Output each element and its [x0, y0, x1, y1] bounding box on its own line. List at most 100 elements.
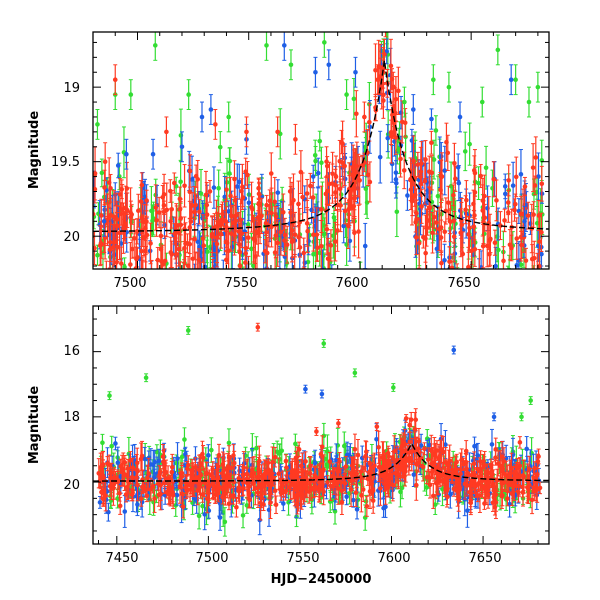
data-point-red: [176, 246, 182, 252]
top-panel: 7500 7550 7600 7650 19 19.5 20 Magnitude: [27, 31, 550, 315]
data-point-red: [418, 174, 423, 180]
data-point-red: [466, 264, 471, 269]
data-point-green: [99, 170, 105, 176]
top-data-points: [93, 32, 549, 315]
data-point-red: [354, 163, 360, 169]
data-point-blue: [281, 43, 287, 48]
data-point-red: [324, 159, 329, 164]
data-point-red: [525, 213, 531, 218]
data-point-green: [178, 179, 183, 185]
data-point-red: [201, 286, 206, 291]
data-point-red: [292, 232, 298, 237]
data-point-red: [419, 204, 424, 209]
data-point-red: [451, 218, 457, 224]
data-point-blue: [502, 191, 508, 197]
data-point-red: [438, 225, 444, 230]
data-point-red: [535, 272, 540, 277]
data-point-blue: [195, 239, 201, 245]
data-point-green: [526, 99, 532, 105]
data-point-red: [97, 243, 103, 248]
top-y-tick-label: 19.5: [51, 155, 80, 170]
top-y-tick-labels: 19 19.5 20: [51, 81, 80, 245]
data-point-green: [264, 43, 269, 48]
data-point-red: [155, 257, 161, 263]
data-point-blue: [179, 144, 185, 150]
data-point-red: [232, 232, 237, 238]
data-point-red: [272, 199, 278, 205]
top-y-tick-label: 19: [63, 81, 80, 96]
data-point-red: [249, 204, 254, 210]
data-point-green: [182, 272, 187, 277]
data-point-green: [109, 443, 114, 449]
data-point-green: [100, 440, 105, 446]
data-point-red: [243, 245, 249, 251]
top-x-tick-label: 7550: [224, 276, 257, 291]
data-point-green: [322, 40, 327, 45]
data-point-red: [453, 176, 458, 181]
data-point-red: [138, 199, 144, 204]
data-point-red: [182, 245, 187, 251]
data-point-red: [200, 236, 206, 241]
data-point-red: [463, 207, 468, 213]
data-point-red: [352, 196, 357, 201]
data-point-green: [506, 282, 511, 287]
data-point-red: [501, 258, 506, 264]
data-point-red: [506, 178, 511, 183]
data-point-green: [196, 513, 202, 519]
data-point-red: [414, 210, 419, 216]
data-point-red: [192, 209, 197, 215]
data-point-green: [216, 185, 221, 191]
data-point-red: [213, 122, 218, 127]
data-point-red: [284, 242, 290, 248]
data-point-red: [173, 251, 179, 257]
data-point-red: [134, 229, 140, 234]
data-point-blue: [310, 174, 316, 179]
data-point-blue: [277, 267, 282, 269]
data-point-red: [304, 221, 310, 226]
data-point-red: [135, 255, 140, 260]
data-point-red: [124, 186, 130, 191]
data-point-red: [153, 205, 159, 210]
data-point-blue: [454, 295, 459, 300]
data-point-blue: [493, 263, 498, 269]
data-point-green: [95, 122, 100, 127]
data-point-red: [478, 173, 484, 179]
data-point-red: [393, 96, 399, 102]
data-point-green: [122, 264, 127, 269]
data-point-red: [269, 224, 274, 230]
data-point-red: [118, 261, 124, 266]
data-point-red: [304, 191, 310, 196]
data-point-green: [244, 503, 250, 508]
data-point-red: [193, 270, 198, 275]
data-point-red: [252, 238, 258, 243]
data-point-red: [393, 135, 399, 140]
data-point-red: [398, 156, 403, 162]
data-point-green: [240, 513, 246, 518]
data-point-green: [264, 270, 269, 275]
data-point-red: [412, 193, 418, 199]
data-point-green: [152, 43, 158, 48]
data-point-red: [187, 189, 193, 195]
data-point-green: [495, 47, 501, 53]
data-point-red: [182, 271, 187, 276]
data-point-blue: [341, 223, 347, 229]
data-point-red: [164, 129, 169, 135]
data-point-red: [129, 246, 135, 252]
data-point-green: [254, 445, 259, 451]
data-point-green: [95, 252, 100, 258]
data-point-red: [115, 244, 120, 250]
data-point-red: [514, 236, 520, 241]
data-point-red: [139, 182, 145, 188]
data-point-red: [506, 210, 511, 215]
data-point-red: [162, 258, 168, 264]
data-point-red: [289, 239, 295, 245]
data-point-green: [150, 218, 155, 224]
data-point-green: [288, 62, 294, 68]
data-point-green: [128, 310, 133, 315]
data-point-red: [169, 206, 174, 212]
data-point-green: [483, 165, 489, 171]
data-point-red: [507, 242, 513, 248]
data-point-red: [275, 129, 280, 135]
data-point-red: [139, 248, 144, 254]
data-point-red: [207, 189, 213, 194]
